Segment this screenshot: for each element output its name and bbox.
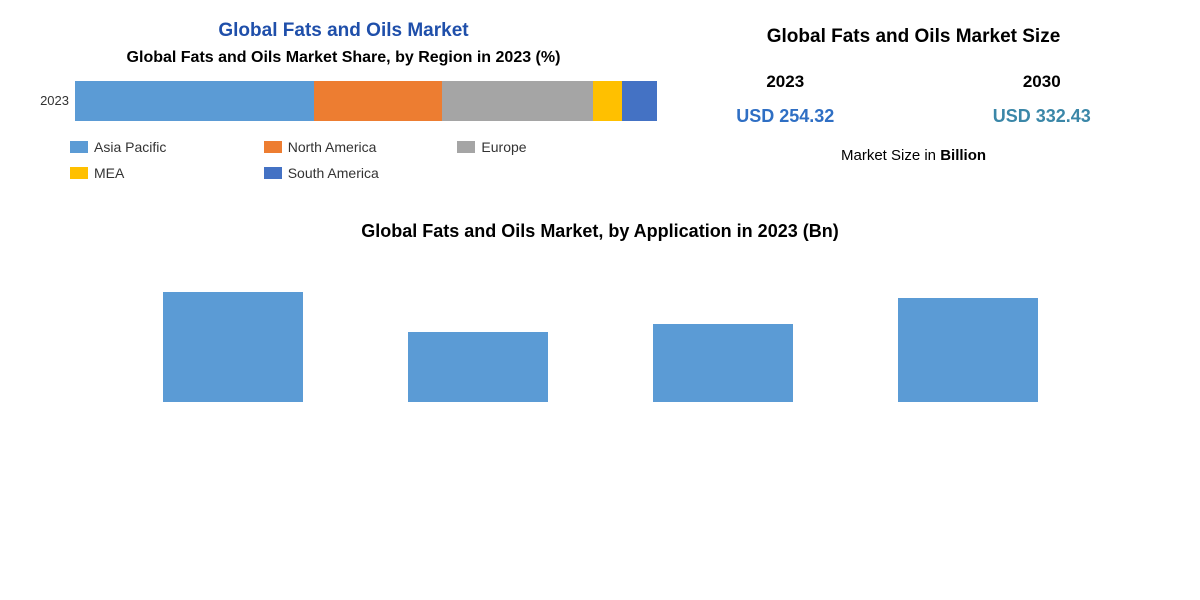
stacked-segment [75,81,314,121]
market-size-year: 2023 [736,72,834,92]
legend-swatch [264,141,282,153]
legend-item: South America [264,165,458,181]
market-size-note: Market Size in Billion [657,147,1170,164]
stacked-bar-year-label: 2023 [30,93,75,108]
stacked-segment [314,81,442,121]
legend-label: Europe [481,139,526,155]
application-bar [163,292,303,402]
region-share-title: Global Fats and Oils Market Share, by Re… [30,48,657,69]
market-size-year: 2030 [993,72,1091,92]
infographic-root: Global Fats and Oils Market Global Fats … [0,0,1200,600]
legend-item: Europe [457,139,651,155]
market-size-value: USD 254.32 [736,106,834,127]
market-size-title: Global Fats and Oils Market Size [657,25,1170,50]
application-title: Global Fats and Oils Market, by Applicat… [30,221,1170,242]
legend-swatch [264,167,282,179]
legend-item: Asia Pacific [70,139,264,155]
stacked-segment [622,81,657,121]
legend-item: North America [264,139,458,155]
legend-swatch [70,141,88,153]
legend-label: Asia Pacific [94,139,166,155]
market-size-columns: 2023 USD 254.32 2030 USD 332.43 [657,72,1170,127]
legend-label: North America [288,139,377,155]
legend-label: South America [288,165,379,181]
stacked-bar-row: 2023 [30,81,657,121]
stacked-bar [75,81,657,121]
note-bold: Billion [940,147,986,164]
legend-swatch [457,141,475,153]
market-size-col-2023: 2023 USD 254.32 [736,72,834,127]
application-bar [653,324,793,402]
main-title: Global Fats and Oils Market [30,20,657,42]
stacked-segment [593,81,622,121]
top-row: Global Fats and Oils Market Global Fats … [30,20,1170,191]
application-bar [898,298,1038,402]
legend-item: MEA [70,165,264,181]
legend: Asia Pacific North America Europe MEA South … [30,139,657,191]
region-share-panel: Global Fats and Oils Market Global Fats … [30,20,657,191]
application-bar [408,332,548,402]
market-size-value: USD 332.43 [993,106,1091,127]
application-panel: Global Fats and Oils Market, by Applicat… [30,221,1170,402]
application-bar-chart [30,262,1170,402]
note-prefix: Market Size in [841,147,940,164]
legend-label: MEA [94,165,124,181]
market-size-col-2030: 2030 USD 332.43 [993,72,1091,127]
legend-swatch [70,167,88,179]
market-size-panel: Global Fats and Oils Market Size 2023 US… [657,20,1170,191]
stacked-segment [442,81,593,121]
